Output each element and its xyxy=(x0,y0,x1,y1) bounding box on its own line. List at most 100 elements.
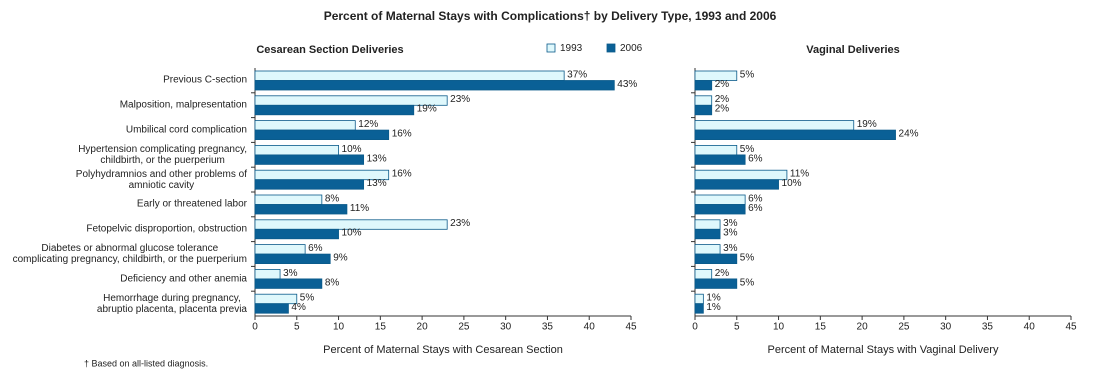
x-tick-label: 25 xyxy=(458,322,470,333)
x-tick-label: 40 xyxy=(584,322,596,333)
value-label: 1% xyxy=(706,302,721,313)
value-label: 6% xyxy=(748,193,763,204)
value-label: 5% xyxy=(740,69,755,80)
value-label: 3% xyxy=(723,218,738,229)
value-label: 2% xyxy=(715,268,730,279)
x-tick-label: 20 xyxy=(417,322,429,333)
value-label: 16% xyxy=(392,169,412,180)
value-label: 1% xyxy=(706,293,721,304)
bar xyxy=(694,129,896,141)
bar xyxy=(694,169,788,181)
x-tick-label: 5 xyxy=(294,322,300,333)
panel-title: Vaginal Deliveries xyxy=(806,44,900,56)
panel-title: Cesarean Section Deliveries xyxy=(256,44,403,56)
value-label: 5% xyxy=(740,277,755,288)
footnote: † Based on all-listed diagnosis. xyxy=(84,358,208,368)
bar xyxy=(694,204,746,215)
bar xyxy=(694,70,738,81)
bar xyxy=(254,120,356,131)
x-axis-label: Percent of Maternal Stays with Cesarean … xyxy=(323,344,563,356)
x-tick-label: 5 xyxy=(734,322,740,333)
value-label: 24% xyxy=(899,128,919,139)
bar xyxy=(254,154,365,165)
bar xyxy=(254,228,339,240)
category-label: Umbilical cord complication xyxy=(125,124,247,136)
category-label: Previous C-section xyxy=(163,74,247,86)
bar xyxy=(694,228,721,240)
bar xyxy=(694,179,779,190)
x-tick-label: 45 xyxy=(1065,322,1077,333)
value-label: 13% xyxy=(367,178,387,189)
value-label: 8% xyxy=(325,193,340,204)
bar xyxy=(694,104,713,116)
value-label: 9% xyxy=(333,252,348,263)
bar xyxy=(694,95,713,106)
x-tick-label: 25 xyxy=(898,322,910,333)
bar xyxy=(694,154,746,165)
value-label: 16% xyxy=(392,128,412,139)
x-tick-label: 15 xyxy=(815,322,827,333)
value-label: 5% xyxy=(300,293,315,304)
category-label: Diabetes or abnormal glucose tolerance c… xyxy=(12,243,247,265)
x-tick-label: 45 xyxy=(625,322,637,333)
x-tick-label: 40 xyxy=(1024,322,1036,333)
value-label: 5% xyxy=(740,252,755,263)
bar xyxy=(694,293,704,305)
value-label: 8% xyxy=(325,277,340,288)
value-label: 3% xyxy=(723,243,738,254)
bar xyxy=(694,194,746,205)
x-tick-label: 30 xyxy=(500,322,512,333)
value-label: 6% xyxy=(308,243,323,254)
value-label: 11% xyxy=(790,169,809,180)
value-label: 23% xyxy=(450,94,470,105)
category-label: Polyhydramnios and other problems of amn… xyxy=(75,168,247,191)
value-label: 6% xyxy=(748,203,763,214)
x-tick-label: 35 xyxy=(982,322,994,333)
value-label: 3% xyxy=(723,228,738,239)
value-label: 2% xyxy=(715,104,730,115)
value-label: 2% xyxy=(715,79,730,90)
bar xyxy=(254,303,289,314)
x-tick-label: 15 xyxy=(375,322,387,333)
category-label: Early or threatened labor xyxy=(136,198,247,210)
bar xyxy=(254,179,365,190)
value-label: 43% xyxy=(617,79,637,90)
value-label: 6% xyxy=(748,153,763,164)
bar xyxy=(254,80,615,91)
bar xyxy=(694,244,721,255)
value-label: 11% xyxy=(350,203,369,214)
bar xyxy=(694,268,713,280)
x-axis-label: Percent of Maternal Stays with Vaginal D… xyxy=(768,344,999,356)
bar xyxy=(694,253,738,265)
bar xyxy=(254,268,281,280)
bar xyxy=(254,278,323,289)
value-label: 2% xyxy=(715,94,730,105)
legend-label: 2006 xyxy=(620,43,643,54)
value-label: 19% xyxy=(417,104,437,115)
value-label: 5% xyxy=(740,144,755,155)
x-tick-label: 20 xyxy=(857,322,869,333)
bar xyxy=(254,70,565,81)
category-label: Deficiency and other anemia xyxy=(120,273,247,285)
bar xyxy=(254,129,390,141)
x-tick-label: 10 xyxy=(773,322,785,333)
bar xyxy=(694,219,721,230)
bar xyxy=(254,104,415,116)
bar xyxy=(694,80,713,91)
bar xyxy=(254,219,448,230)
value-label: 10% xyxy=(342,144,362,155)
x-tick-label: 35 xyxy=(542,322,554,333)
category-label: Hypertension complicating pregnancy, chi… xyxy=(78,143,247,166)
bar xyxy=(254,253,331,265)
value-label: 4% xyxy=(291,302,306,313)
value-label: 37% xyxy=(567,69,587,80)
category-label: Malposition, malpresentation xyxy=(119,99,247,111)
value-label: 3% xyxy=(283,268,298,279)
value-label: 10% xyxy=(782,178,802,189)
legend-swatch xyxy=(546,43,556,53)
bar xyxy=(694,278,738,289)
x-tick-label: 0 xyxy=(692,322,698,333)
category-label: Fetopelvic disproportion, obstruction xyxy=(86,223,247,235)
value-label: 12% xyxy=(358,119,378,130)
